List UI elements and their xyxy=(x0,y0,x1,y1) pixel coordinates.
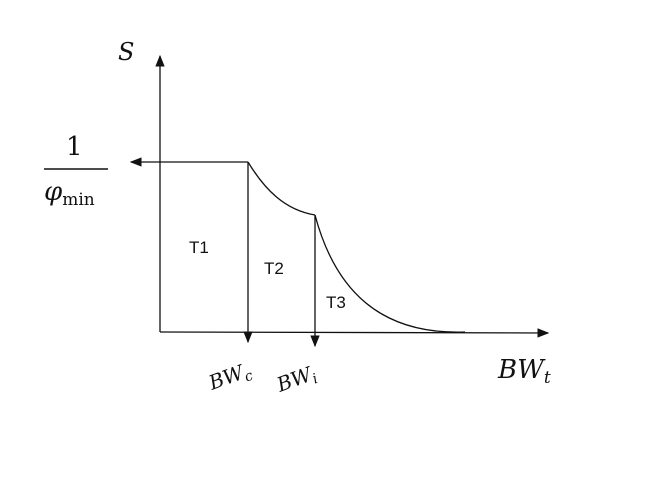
sub: t xyxy=(544,368,551,388)
marker-label: BWc xyxy=(205,357,256,398)
marker-label: BWi xyxy=(273,361,321,400)
phi: φ xyxy=(44,177,63,207)
region-label: T1 xyxy=(189,238,209,257)
x-axis-label: BWt xyxy=(497,355,551,388)
base: BW xyxy=(205,360,249,395)
sub: i xyxy=(310,371,320,388)
curve-t2 xyxy=(247,161,316,216)
sub: min xyxy=(62,190,95,210)
curve-t3 xyxy=(314,214,466,333)
base: BW xyxy=(273,362,317,397)
level-denominator: φmin xyxy=(44,177,95,210)
region-label: T3 xyxy=(326,293,346,312)
x-axis xyxy=(159,328,550,338)
region-label: T2 xyxy=(264,259,284,278)
base: BW xyxy=(497,355,546,385)
y-axis-label: S xyxy=(118,38,134,66)
level-numerator: 1 xyxy=(66,132,83,162)
